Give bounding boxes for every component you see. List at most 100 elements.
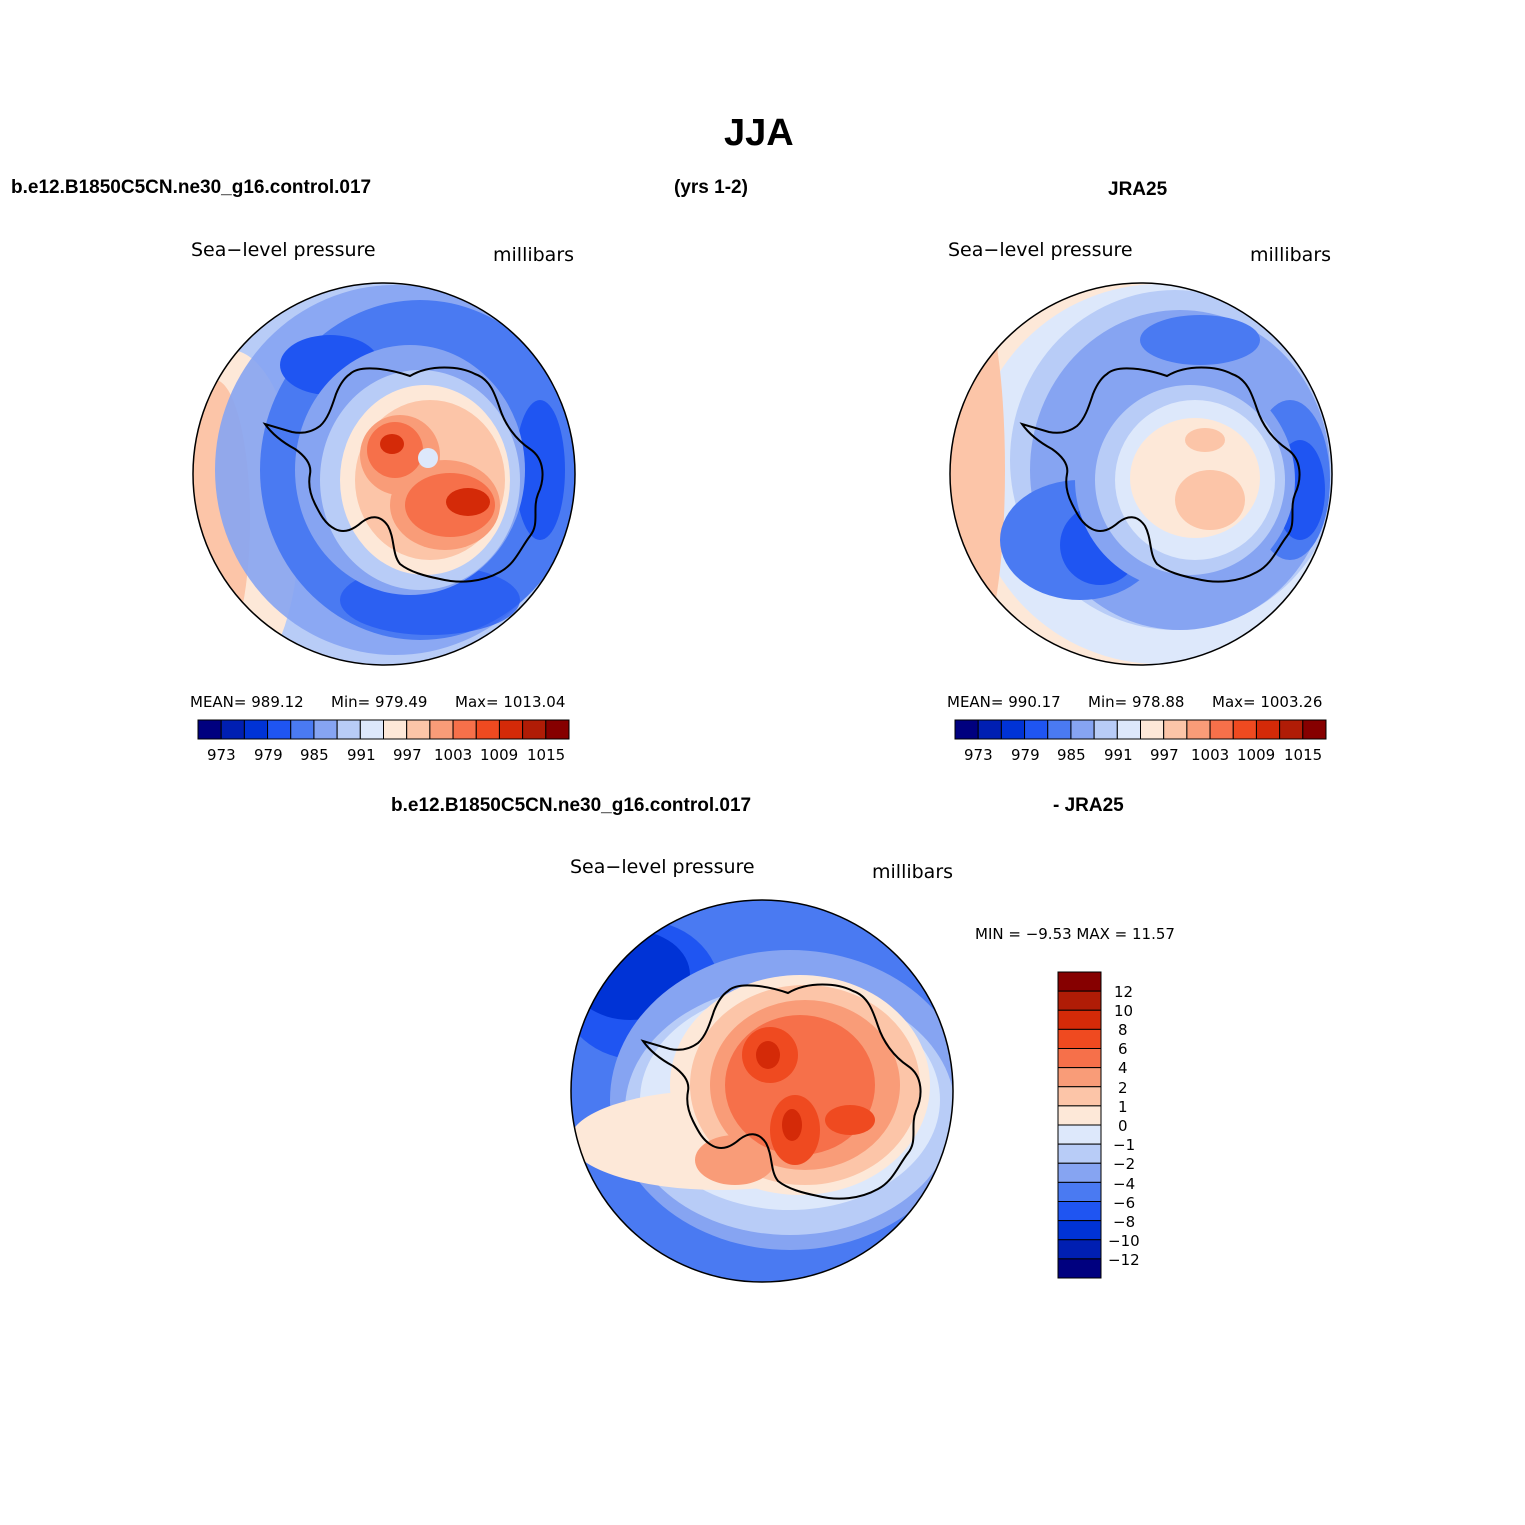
diff-units-label: millibars (872, 861, 954, 883)
diff-cbar-tick: −12 (1108, 1251, 1140, 1269)
obs-map (950, 283, 1332, 665)
colorbar-swatch (1209, 719, 1234, 740)
obs-cbar-tick: 979 (1011, 746, 1040, 764)
obs-colorbar (954, 719, 1327, 740)
colorbar-swatch (1057, 1105, 1102, 1126)
diff-cbar-tick: 0 (1118, 1117, 1128, 1135)
diff-cbar-tick: −1 (1113, 1136, 1136, 1154)
model-cbar-tick: 985 (300, 746, 329, 764)
colorbar-swatch (1057, 1009, 1102, 1030)
diff-cbar-tick: 6 (1118, 1040, 1128, 1058)
colorbar-swatch (1057, 1220, 1102, 1241)
obs-map-border (949, 282, 1333, 666)
colorbar-swatch (954, 719, 979, 740)
diff-cbar-tick: 8 (1118, 1021, 1128, 1039)
colorbar-swatch (1057, 1067, 1102, 1088)
diff-variable-label: Sea−level pressure (570, 856, 755, 878)
colorbar-swatch (1186, 719, 1211, 740)
colorbar-swatch (475, 719, 500, 740)
obs-cbar-tick: 973 (964, 746, 993, 764)
colorbar-swatch (1057, 1239, 1102, 1260)
model-map (193, 283, 575, 665)
colorbar-swatch (313, 719, 338, 740)
model-max-stat: Max= 1013.04 (455, 693, 566, 711)
colorbar-swatch (1232, 719, 1257, 740)
model-cbar-tick: 979 (254, 746, 283, 764)
model-min-stat: Min= 979.49 (331, 693, 428, 711)
colorbar-swatch (1279, 719, 1304, 740)
colorbar-swatch (1057, 1028, 1102, 1049)
diff-cbar-tick: 2 (1118, 1079, 1128, 1097)
colorbar-swatch (1057, 1181, 1102, 1202)
obs-cbar-tick: 997 (1150, 746, 1179, 764)
years-label: (yrs 1-2) (674, 177, 748, 198)
main-title: JJA (724, 112, 794, 154)
model-variable-label: Sea−level pressure (191, 239, 376, 261)
colorbar-swatch (1047, 719, 1072, 740)
obs-variable-label: Sea−level pressure (948, 239, 1133, 261)
diff-cbar-tick: 10 (1114, 1002, 1134, 1020)
diff-cbar-tick: −4 (1113, 1175, 1136, 1193)
colorbar-swatch (383, 719, 408, 740)
model-cbar-tick: 1003 (434, 746, 473, 764)
diff-colorbar (1057, 971, 1102, 1279)
obs-max-stat: Max= 1003.26 (1212, 693, 1323, 711)
colorbar-swatch (1093, 719, 1118, 740)
diff-cbar-tick: 12 (1114, 983, 1134, 1001)
obs-units-label: millibars (1250, 244, 1332, 266)
case-name-label: b.e12.B1850C5CN.ne30_g16.control.017 (11, 177, 372, 198)
colorbar-swatch (290, 719, 315, 740)
obs-cbar-tick: 985 (1057, 746, 1086, 764)
colorbar-swatch (1057, 1048, 1102, 1069)
colorbar-swatch (359, 719, 384, 740)
colorbar-swatch (1057, 1258, 1102, 1279)
diff-case-label: b.e12.B1850C5CN.ne30_g16.control.017 (391, 795, 752, 816)
model-map-border (192, 282, 576, 666)
colorbar-swatch (406, 719, 431, 740)
colorbar-swatch (545, 719, 570, 740)
diff-minmax-stat: MIN = −9.53 MAX = 11.57 (975, 925, 1175, 943)
colorbar-swatch (1000, 719, 1026, 740)
colorbar-swatch (1057, 1086, 1102, 1107)
diff-cbar-tick: 1 (1118, 1098, 1128, 1116)
model-mean-stat: MEAN= 989.12 (190, 693, 304, 711)
colorbar-swatch (498, 719, 524, 740)
model-cbar-tick: 1015 (527, 746, 566, 764)
colorbar-swatch (429, 719, 454, 740)
colorbar-swatch (1024, 719, 1049, 740)
model-cbar-tick: 973 (207, 746, 236, 764)
diff-map (571, 900, 953, 1282)
colorbar-swatch (1140, 719, 1165, 740)
colorbar-swatch (1255, 719, 1281, 740)
obs-min-stat: Min= 978.88 (1088, 693, 1185, 711)
obs-cbar-tick: 1003 (1191, 746, 1230, 764)
colorbar-swatch (267, 719, 292, 740)
colorbar-swatch (522, 719, 547, 740)
colorbar-swatch (1057, 971, 1102, 992)
colorbar-swatch (977, 719, 1002, 740)
obs-name-label: JRA25 (1108, 179, 1168, 200)
colorbar-swatch (1057, 1201, 1102, 1222)
colorbar-swatch (1163, 719, 1188, 740)
diff-map-border (570, 899, 954, 1283)
obs-cbar-tick: 1015 (1284, 746, 1323, 764)
diff-obs-label: - JRA25 (1053, 795, 1124, 816)
colorbar-swatch (1057, 1162, 1102, 1183)
model-cbar-tick: 997 (393, 746, 422, 764)
colorbar-swatch (1116, 719, 1141, 740)
diff-cbar-tick: −6 (1113, 1194, 1136, 1212)
colorbar-swatch (1302, 719, 1327, 740)
colorbar-swatch (1057, 1124, 1102, 1145)
model-units-label: millibars (493, 244, 575, 266)
colorbar-swatch (1057, 1143, 1102, 1164)
diff-cbar-tick: 4 (1118, 1059, 1128, 1077)
obs-cbar-tick: 1009 (1237, 746, 1276, 764)
model-cbar-tick: 991 (347, 746, 376, 764)
colorbar-swatch (197, 719, 222, 740)
obs-mean-stat: MEAN= 990.17 (947, 693, 1061, 711)
model-colorbar (197, 719, 570, 740)
colorbar-swatch (1057, 990, 1102, 1011)
obs-cbar-tick: 991 (1104, 746, 1133, 764)
colorbar-swatch (1070, 719, 1095, 740)
